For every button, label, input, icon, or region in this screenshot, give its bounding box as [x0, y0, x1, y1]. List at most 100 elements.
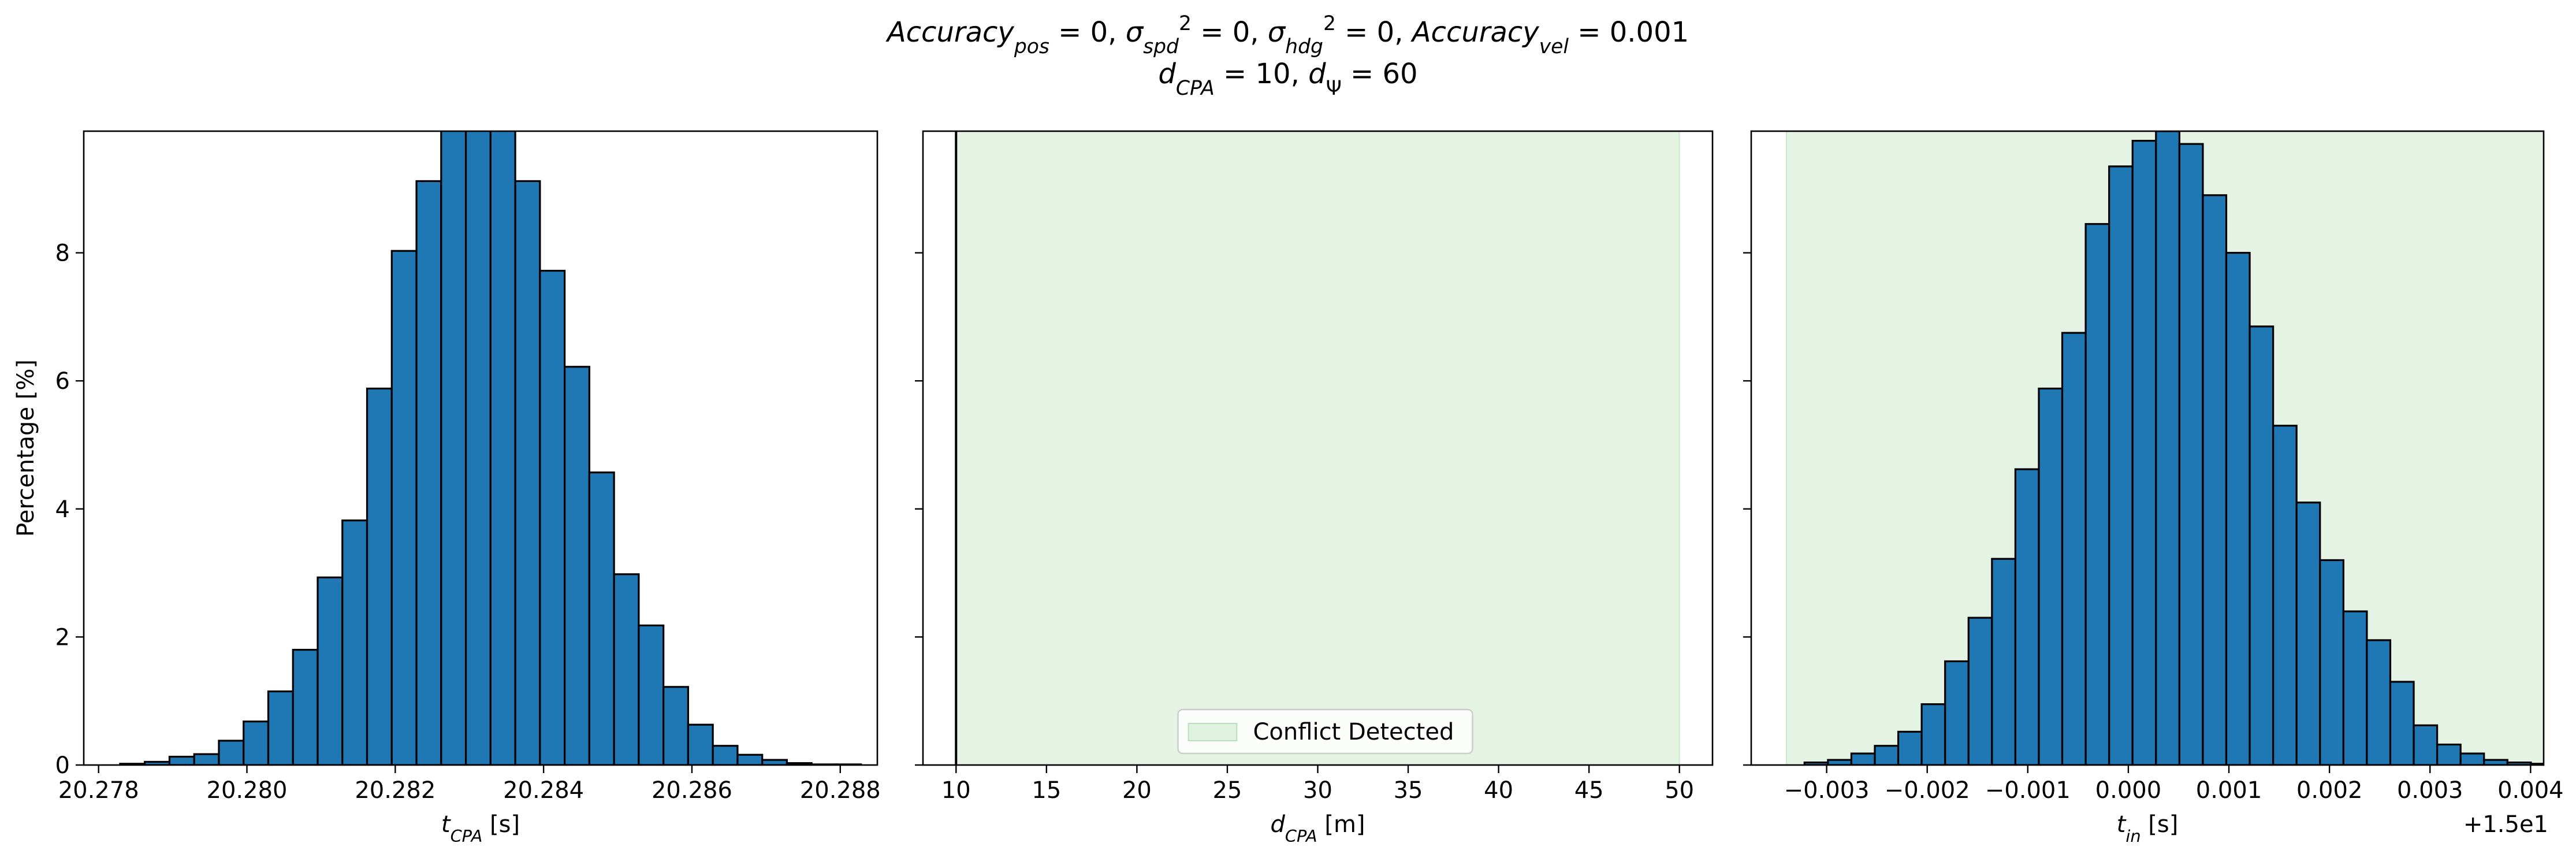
histogram-bar — [317, 576, 344, 765]
histogram-bar — [662, 686, 690, 765]
x-tick-label: 20.278 — [58, 777, 139, 804]
y-tick-label: 2 — [55, 624, 70, 651]
x-tick-label: 25 — [1212, 777, 1242, 804]
histogram-bar — [2342, 610, 2368, 765]
histogram-bar — [2483, 759, 2508, 765]
histogram-bar — [2272, 425, 2298, 765]
x-axis-label-tcpa-part-0: t — [441, 811, 451, 838]
figure-title-line2-part-0: d — [1158, 58, 1176, 90]
histogram-bar — [464, 131, 492, 765]
histogram-bar — [736, 753, 764, 765]
histogram-bar — [1967, 617, 1993, 765]
figure-title-line1-part-11: Accuracy — [1410, 16, 1540, 49]
x-axis-label-dcpa-part-0: d — [1270, 811, 1285, 838]
figure-title-line1-part-2: = 0, — [1049, 16, 1126, 49]
x-tick-label: 0.004 — [2497, 777, 2564, 804]
figure-title-line2-part-5: = 60 — [1342, 58, 1418, 90]
x-axis-label-dcpa: dCPA [m] — [1270, 811, 1365, 846]
x-tick-label: 40 — [1484, 777, 1513, 804]
x-axis-label-tin-part-0: t — [2117, 811, 2127, 838]
figure-title-line2-part-1: CPA — [1176, 77, 1215, 100]
histogram-bar — [2459, 752, 2485, 765]
histogram-bar — [2202, 194, 2228, 765]
legend: Conflict Detected — [1177, 708, 1473, 755]
figure-title-line1-part-7: σ — [1268, 16, 1286, 49]
x-tick-label: 15 — [1032, 777, 1061, 804]
x-tick-label: 50 — [1665, 777, 1694, 804]
axes-frame — [1750, 130, 2545, 766]
histogram-bar — [712, 745, 739, 765]
histogram-bar — [440, 131, 467, 765]
histogram-bar — [638, 624, 665, 765]
histogram-bar — [2108, 165, 2134, 765]
figure-title-line2-part-4: Ψ — [1326, 77, 1342, 100]
y-tick-label: 4 — [55, 496, 70, 523]
legend-swatch — [1188, 723, 1238, 741]
figure-title-line1-part-10: = 0, — [1336, 16, 1412, 49]
x-axis-label-tcpa: tCPA [s] — [441, 811, 520, 846]
histogram-bar — [1920, 703, 1946, 765]
histogram-bar — [390, 250, 418, 765]
histogram-bar — [2389, 681, 2415, 765]
histogram-bar — [2131, 140, 2157, 765]
x-axis-label-tin: tin [s] — [2117, 811, 2179, 846]
figure-title-line2-part-3: d — [1308, 58, 1326, 90]
panel-tcpa: 20.278 20.280 20.282 20.284 20.286 20.288 0 2 4 6… — [13, 130, 881, 846]
x-axis-label-tin-part-2: [s] — [2141, 811, 2179, 838]
y-tick-label: 0 — [55, 752, 70, 779]
x-tick-label: 0.003 — [2397, 777, 2463, 804]
histogram-bar — [292, 648, 319, 765]
y-tick-label: 8 — [55, 240, 70, 267]
figure-title-line1-part-1: pos — [1014, 35, 1049, 58]
x-offset-label: +1.5e1 — [2463, 811, 2548, 838]
figure-title-line2-part-2: = 10, — [1215, 58, 1308, 90]
histogram-bar — [613, 573, 640, 765]
x-tick-label: 45 — [1574, 777, 1604, 804]
histogram-bar — [564, 366, 590, 765]
histogram-bar — [539, 269, 566, 765]
histogram-bar — [2178, 143, 2204, 765]
x-axis-label-tin-part-1: in — [2125, 826, 2141, 846]
histogram-bar — [2249, 325, 2275, 765]
histogram-bar — [415, 180, 442, 765]
histogram-bar — [2084, 223, 2110, 765]
panel-dcpa: 10 15 20 25 30 35 40 45 50 dCPA [m] Conflict Detec… — [915, 130, 1714, 846]
plot-area-tin — [1785, 131, 2576, 765]
histogram-bar — [1897, 730, 1923, 765]
x-tick-label: −0.002 — [1885, 777, 1970, 804]
histogram-bar — [514, 180, 541, 765]
axes-frame — [83, 130, 878, 766]
x-tick-label: 20.282 — [355, 777, 435, 804]
x-axis-label-tcpa-part-2: [s] — [482, 811, 520, 838]
histogram-bar — [267, 690, 294, 765]
histogram-bar — [2366, 639, 2392, 765]
x-tick-label: 20.288 — [800, 777, 881, 804]
x-tick-label: 10 — [941, 777, 971, 804]
histogram-bar — [1991, 558, 2016, 765]
histogram-bar — [2413, 724, 2439, 765]
histogram-bar — [761, 759, 788, 765]
y-axis-label: Percentage [%] — [13, 359, 39, 537]
panel-tin: −0.003 −0.002 −0.001 0.000 0.001 0.002 0.003 0.… — [1743, 130, 2576, 846]
histogram-bar — [2038, 387, 2064, 765]
histogram-bar — [489, 131, 516, 765]
y-tick-label: 6 — [55, 368, 70, 395]
histogram-bar — [2319, 559, 2344, 765]
histogram-bar — [1874, 745, 1900, 765]
histogram-bar — [1827, 759, 1853, 765]
x-tick-label: 20.280 — [207, 777, 288, 804]
legend-frame — [1177, 708, 1473, 755]
histogram-bar — [2554, 764, 2576, 765]
plot-area-dcpa — [955, 131, 1680, 765]
histogram-bar — [193, 753, 220, 765]
histogram-bar — [687, 723, 714, 765]
plot-area-tcpa — [119, 131, 862, 765]
figure-title-line1-part-8: hdg — [1285, 35, 1323, 58]
histogram-bar — [588, 471, 615, 765]
figure-title-line1-part-0: Accuracy — [885, 16, 1015, 49]
histogram-bar — [1944, 660, 1970, 765]
x-tick-label: 0.001 — [2196, 777, 2262, 804]
histogram-bar — [218, 740, 245, 765]
figure-title-line1-part-5: 2 — [1179, 12, 1192, 35]
